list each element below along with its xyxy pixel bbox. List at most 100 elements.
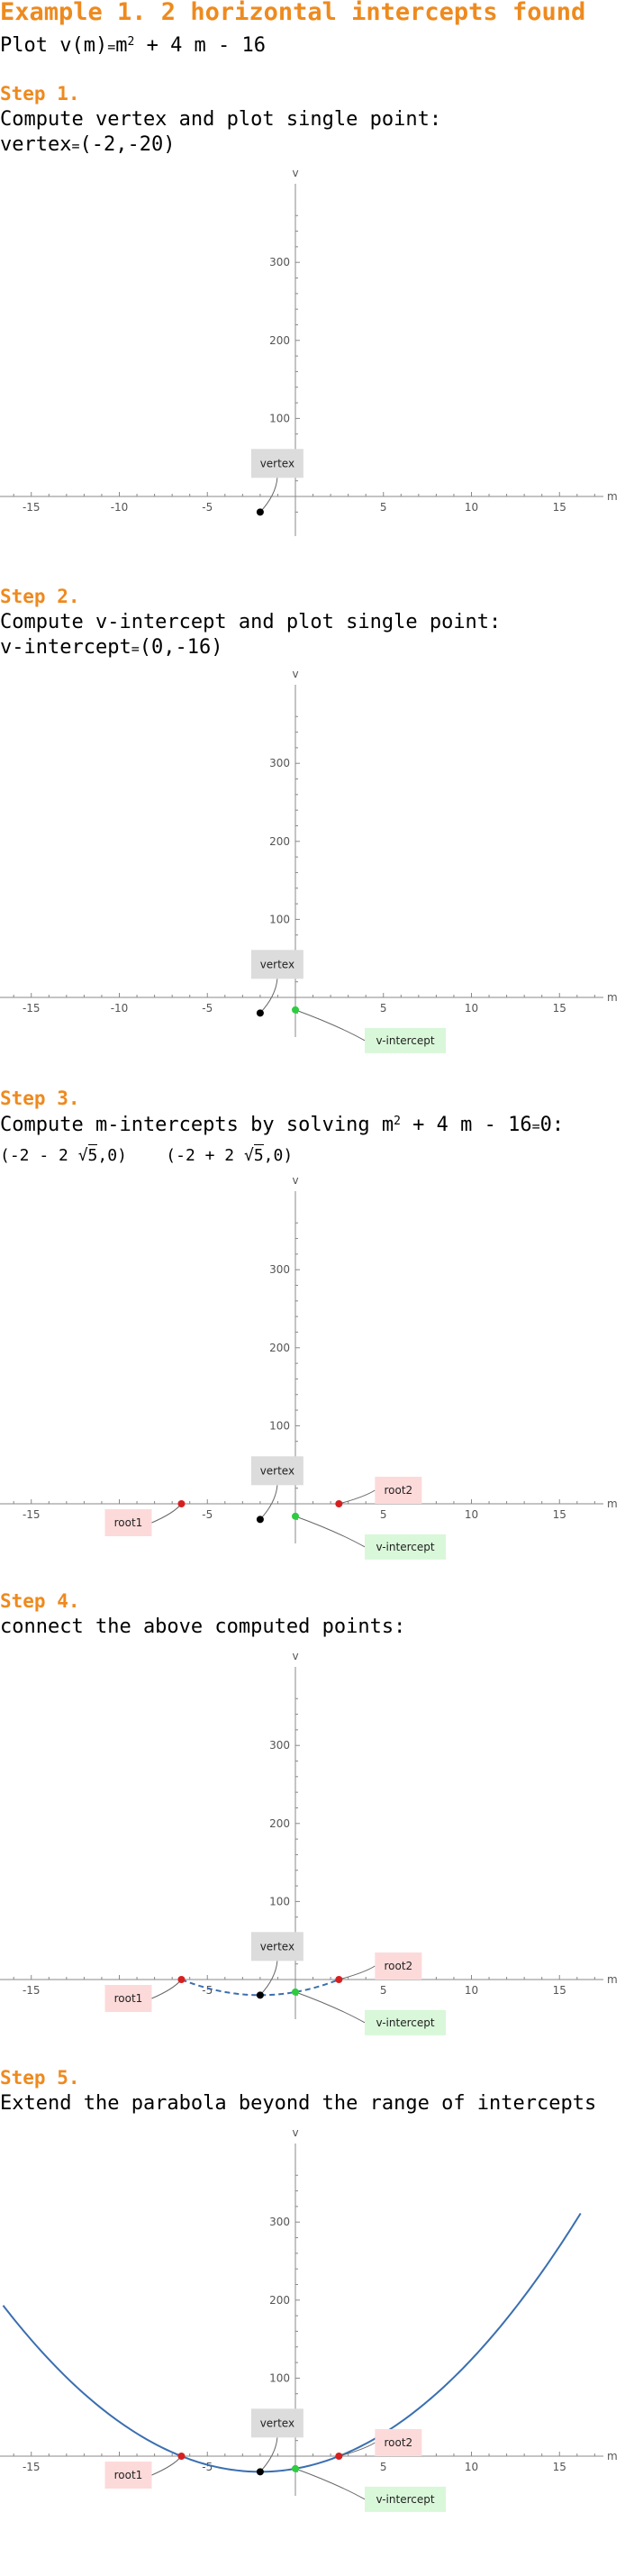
v-intercept-point	[292, 1006, 299, 1014]
y-tick-label: 300	[269, 256, 290, 269]
root1-label: root1	[114, 1516, 143, 1529]
chart-step-2: -15 -10 -5 5 10 15 100 200 300 m v vertex v-intercep…	[0, 668, 618, 1053]
sqrt-symbol: √	[243, 1146, 254, 1165]
root1-leader	[151, 1979, 182, 1999]
x-axis-label: m	[607, 1973, 618, 1986]
y-axis-label: v	[292, 1174, 298, 1187]
vertex-point	[256, 1516, 264, 1524]
x-tick-label: -15	[23, 1002, 41, 1015]
step-3-text-d: 0:	[539, 1114, 565, 1136]
x-tick-label: 10	[465, 2461, 478, 2473]
root2-leader	[339, 1965, 376, 1980]
x-tick-label: -10	[111, 1002, 129, 1015]
v-intercept-value: (0,-16)	[139, 636, 223, 659]
vertex-label-box	[250, 1932, 303, 1962]
exponent: 2	[127, 35, 135, 49]
vertex-point	[256, 508, 264, 516]
y-tick-label: 100	[269, 1895, 290, 1907]
root1-label-box	[104, 2462, 152, 2489]
step-1-result: vertex=(-2,-20)	[0, 133, 175, 158]
x-tick-label: -15	[23, 1984, 41, 1997]
x-tick-label: -5	[202, 1984, 213, 1997]
v-intercept-label-box	[365, 2009, 446, 2035]
step-3-label: Step 3.	[0, 1088, 80, 1109]
v-intercept-leader	[294, 1516, 366, 1548]
y-tick-label: 200	[269, 2294, 290, 2307]
root1-point	[177, 1976, 186, 1983]
root2-leader	[339, 2442, 376, 2457]
radicand: 5	[87, 1144, 98, 1165]
x-tick-label: -15	[23, 2461, 41, 2473]
v-intercept-leader	[294, 2468, 366, 2500]
x-tick-label: 15	[553, 2461, 566, 2473]
step-1-text: Compute vertex and plot single point:	[0, 108, 442, 131]
x-axis-label: m	[607, 2450, 618, 2462]
vertex-leader	[259, 478, 278, 513]
x-tick-label: 15	[553, 1002, 566, 1015]
step-5-label: Step 5.	[0, 2067, 80, 2089]
equals-sign: =	[107, 39, 116, 55]
vertex-label: vertex	[260, 1464, 294, 1477]
vertex-point	[256, 1991, 264, 1999]
radicand: 5	[253, 1144, 264, 1165]
root2-point	[335, 2453, 343, 2460]
y-tick-label: 100	[269, 913, 290, 925]
x-tick-label: 15	[553, 1984, 566, 1997]
page-title: Example 1. 2 horizontal intercepts found	[0, 0, 586, 26]
step-2-text: Compute v-intercept and plot single poin…	[0, 611, 502, 633]
x-tick-label: -10	[111, 501, 129, 514]
function-name: v(m)	[59, 34, 108, 57]
root1-leader	[151, 2455, 182, 2476]
root2-label-box	[375, 2429, 422, 2456]
vertex-leader	[259, 2437, 278, 2472]
y-axis-label: v	[292, 167, 298, 179]
x-tick-label: 10	[465, 1508, 478, 1521]
v-intercept-point	[292, 1988, 299, 1996]
vertex-label-box	[250, 449, 303, 478]
y-axis-label: v	[292, 668, 298, 680]
root2-label-box	[375, 1952, 422, 1980]
y-tick-label: 300	[269, 1263, 290, 1276]
x-tick-label: -5	[202, 1508, 213, 1521]
parabola-curve	[181, 1979, 340, 1997]
step-5-text: Extend the parabola beyond the range of …	[0, 2092, 597, 2115]
step-4-text: connect the above computed points:	[0, 1616, 406, 1638]
vertex-label: vertex	[260, 2417, 294, 2429]
x-tick-label: -15	[23, 501, 41, 514]
root1-label: root1	[114, 1992, 143, 2005]
root2-point	[335, 1500, 343, 1507]
x-tick-label: 10	[465, 1002, 478, 1015]
vertex-name: vertex	[0, 133, 72, 156]
root1-post: ,0)	[97, 1146, 127, 1165]
v-intercept-label-box	[365, 1534, 446, 1560]
chart-step-3: -15-10-551015100200300mvvertexv-intercep…	[0, 1174, 618, 1560]
root2-label: root2	[384, 1960, 412, 1972]
root2-label: root2	[384, 2436, 412, 2449]
vertex-label-box	[250, 1456, 303, 1486]
step-2-label: Step 2.	[0, 586, 80, 607]
root1-pre: (-2 - 2	[0, 1146, 78, 1165]
root1-label-box	[104, 1509, 152, 1536]
x-tick-label: 15	[553, 1508, 566, 1521]
vertex-point	[256, 1009, 264, 1017]
step-3-text: Compute m-intercepts by solving m2 + 4 m…	[0, 1114, 564, 1138]
plot-prefix: Plot	[0, 34, 60, 57]
root1-leader	[151, 1503, 182, 1524]
root1-label-box	[104, 1985, 152, 2012]
root2-pre: (-2 + 2	[166, 1146, 244, 1165]
x-axis-label: m	[607, 490, 618, 503]
x-tick-label: 15	[553, 501, 566, 514]
vertex-leader	[259, 1485, 278, 1520]
v-intercept-label: v-intercept	[376, 2493, 434, 2506]
vertex-label: vertex	[260, 1940, 294, 1952]
step-3-text-a: Compute m-intercepts by solving m	[0, 1114, 394, 1136]
x-tick-label: 5	[380, 501, 387, 514]
vertex-value: (-2,-20)	[79, 133, 176, 156]
v-intercept-point	[292, 2464, 299, 2472]
root1-label: root1	[114, 2469, 143, 2481]
vertex-leader	[259, 979, 278, 1014]
root2-post: ,0)	[263, 1146, 294, 1165]
function-definition: Plot v(m)=m2 + 4 m - 16	[0, 34, 266, 59]
v-intercept-label-box	[365, 1027, 446, 1053]
equals-sign: =	[531, 1118, 540, 1134]
